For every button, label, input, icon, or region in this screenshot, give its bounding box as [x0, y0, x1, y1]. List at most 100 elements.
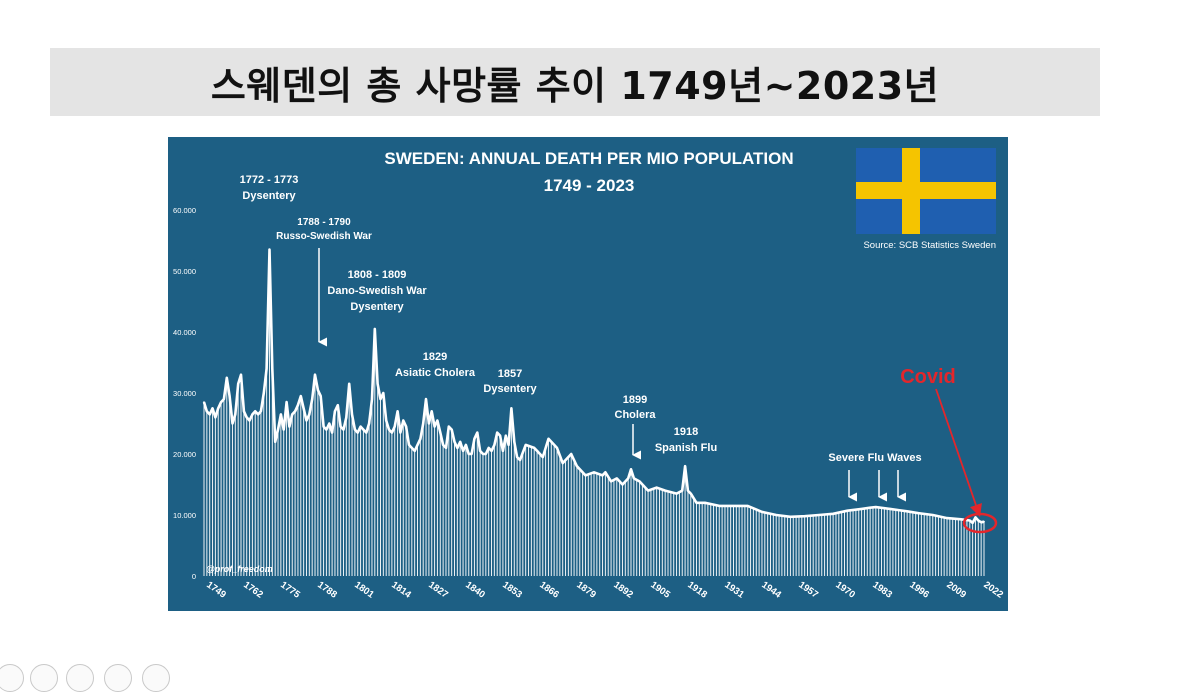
data-point: [473, 437, 476, 440]
data-point: [732, 505, 735, 507]
data-point: [576, 465, 578, 468]
data-point: [695, 501, 698, 504]
data-point: [775, 514, 778, 516]
data-point: [445, 447, 447, 449]
data-point: [960, 518, 963, 521]
data-point: [371, 398, 373, 400]
data-point: [655, 486, 658, 489]
data-point: [510, 407, 513, 410]
data-point: [354, 428, 356, 431]
data-point: [687, 489, 689, 492]
data-point: [584, 474, 587, 477]
data-point: [442, 444, 444, 446]
data-point: [277, 428, 279, 431]
data-point: [299, 395, 302, 397]
annotation-1808-line2: Dano-Swedish War: [327, 285, 427, 297]
data-point: [513, 440, 516, 443]
swedish-flag-icon: [856, 148, 996, 234]
pointer-tool-icon[interactable]: [0, 664, 24, 692]
annotation-1788-line1: 1788 - 1790: [297, 217, 351, 228]
y-tick-label: 20.000: [173, 450, 196, 459]
data-point: [317, 389, 319, 391]
data-point: [502, 450, 504, 452]
data-point: [675, 492, 678, 495]
data-point: [245, 416, 248, 419]
x-tick-label: 1970: [833, 579, 857, 600]
data-point: [408, 444, 410, 446]
data-point: [601, 474, 604, 477]
data-point: [373, 328, 376, 330]
y-tick-label: 50.000: [173, 267, 196, 276]
data-point: [237, 382, 240, 385]
chart-title: SWEDEN: ANNUAL DEATH PER MIO POPULATION: [384, 149, 793, 168]
data-point: [846, 509, 849, 512]
annotation-1788: 1788 - 1790 Russo-Swedish War: [276, 217, 372, 347]
annotation-1788-line2: Russo-Swedish War: [276, 231, 372, 242]
data-point: [396, 410, 399, 413]
data-point: [382, 392, 385, 394]
annotation-covid-label: Covid: [900, 366, 956, 388]
data-point: [410, 447, 413, 449]
data-point: [419, 437, 422, 440]
data-point: [482, 453, 484, 455]
data-point: [453, 440, 456, 443]
data-point: [906, 510, 908, 513]
data-point: [630, 468, 632, 471]
data-point: [533, 447, 536, 449]
annotation-1899: 1899 Cholera: [615, 394, 656, 460]
data-point: [541, 456, 544, 458]
data-point: [547, 437, 550, 440]
x-tick-label: 1996: [907, 579, 931, 600]
data-point: [282, 428, 285, 431]
data-point: [211, 407, 214, 410]
x-tick-label: 1788: [315, 579, 339, 600]
data-point: [228, 395, 231, 397]
data-point: [621, 483, 624, 486]
data-point: [439, 431, 442, 434]
x-tick-label: 1944: [759, 579, 783, 601]
annotation-1772-line2: Dysentery: [242, 190, 296, 202]
data-point: [240, 373, 242, 376]
data-point: [388, 428, 390, 431]
data-point: [433, 425, 436, 428]
data-point: [331, 431, 333, 434]
data-point: [803, 515, 806, 518]
data-point: [339, 425, 342, 428]
slides-grid-icon[interactable]: [66, 664, 94, 692]
y-tick-label: 60.000: [173, 206, 196, 215]
data-point: [254, 410, 257, 413]
data-point: [385, 419, 388, 422]
pen-tool-icon[interactable]: [30, 664, 58, 692]
data-point: [234, 413, 237, 416]
data-point: [413, 450, 416, 452]
data-point: [405, 425, 407, 428]
data-point: [260, 410, 262, 413]
data-point: [869, 506, 871, 509]
x-tick-label: 1866: [537, 579, 561, 600]
data-point: [465, 444, 467, 446]
more-options-icon[interactable]: [142, 664, 170, 692]
x-tick-label: 1749: [204, 579, 228, 600]
page-heading: 스웨덴의 총 사망률 추이 1749년~2023년: [210, 63, 940, 108]
data-point: [818, 514, 820, 516]
data-point: [288, 425, 291, 428]
chart-subtitle: 1749 - 2023: [544, 176, 635, 195]
zoom-icon[interactable]: [104, 664, 132, 692]
data-point: [231, 422, 234, 425]
data-point: [536, 450, 538, 452]
data-point: [428, 422, 430, 425]
data-point: [718, 505, 721, 507]
data-point: [274, 440, 277, 443]
data-point: [971, 522, 974, 524]
data-point: [391, 431, 393, 434]
x-tick-label: 1983: [870, 579, 894, 600]
data-point: [294, 410, 296, 413]
data-point: [761, 511, 763, 513]
data-point: [205, 410, 208, 413]
data-point: [399, 431, 402, 434]
data-point: [342, 428, 345, 431]
data-point: [610, 480, 612, 483]
annotation-1829: 1829 Asiatic Cholera: [395, 351, 476, 379]
data-point: [860, 508, 863, 510]
data-point: [493, 444, 496, 446]
